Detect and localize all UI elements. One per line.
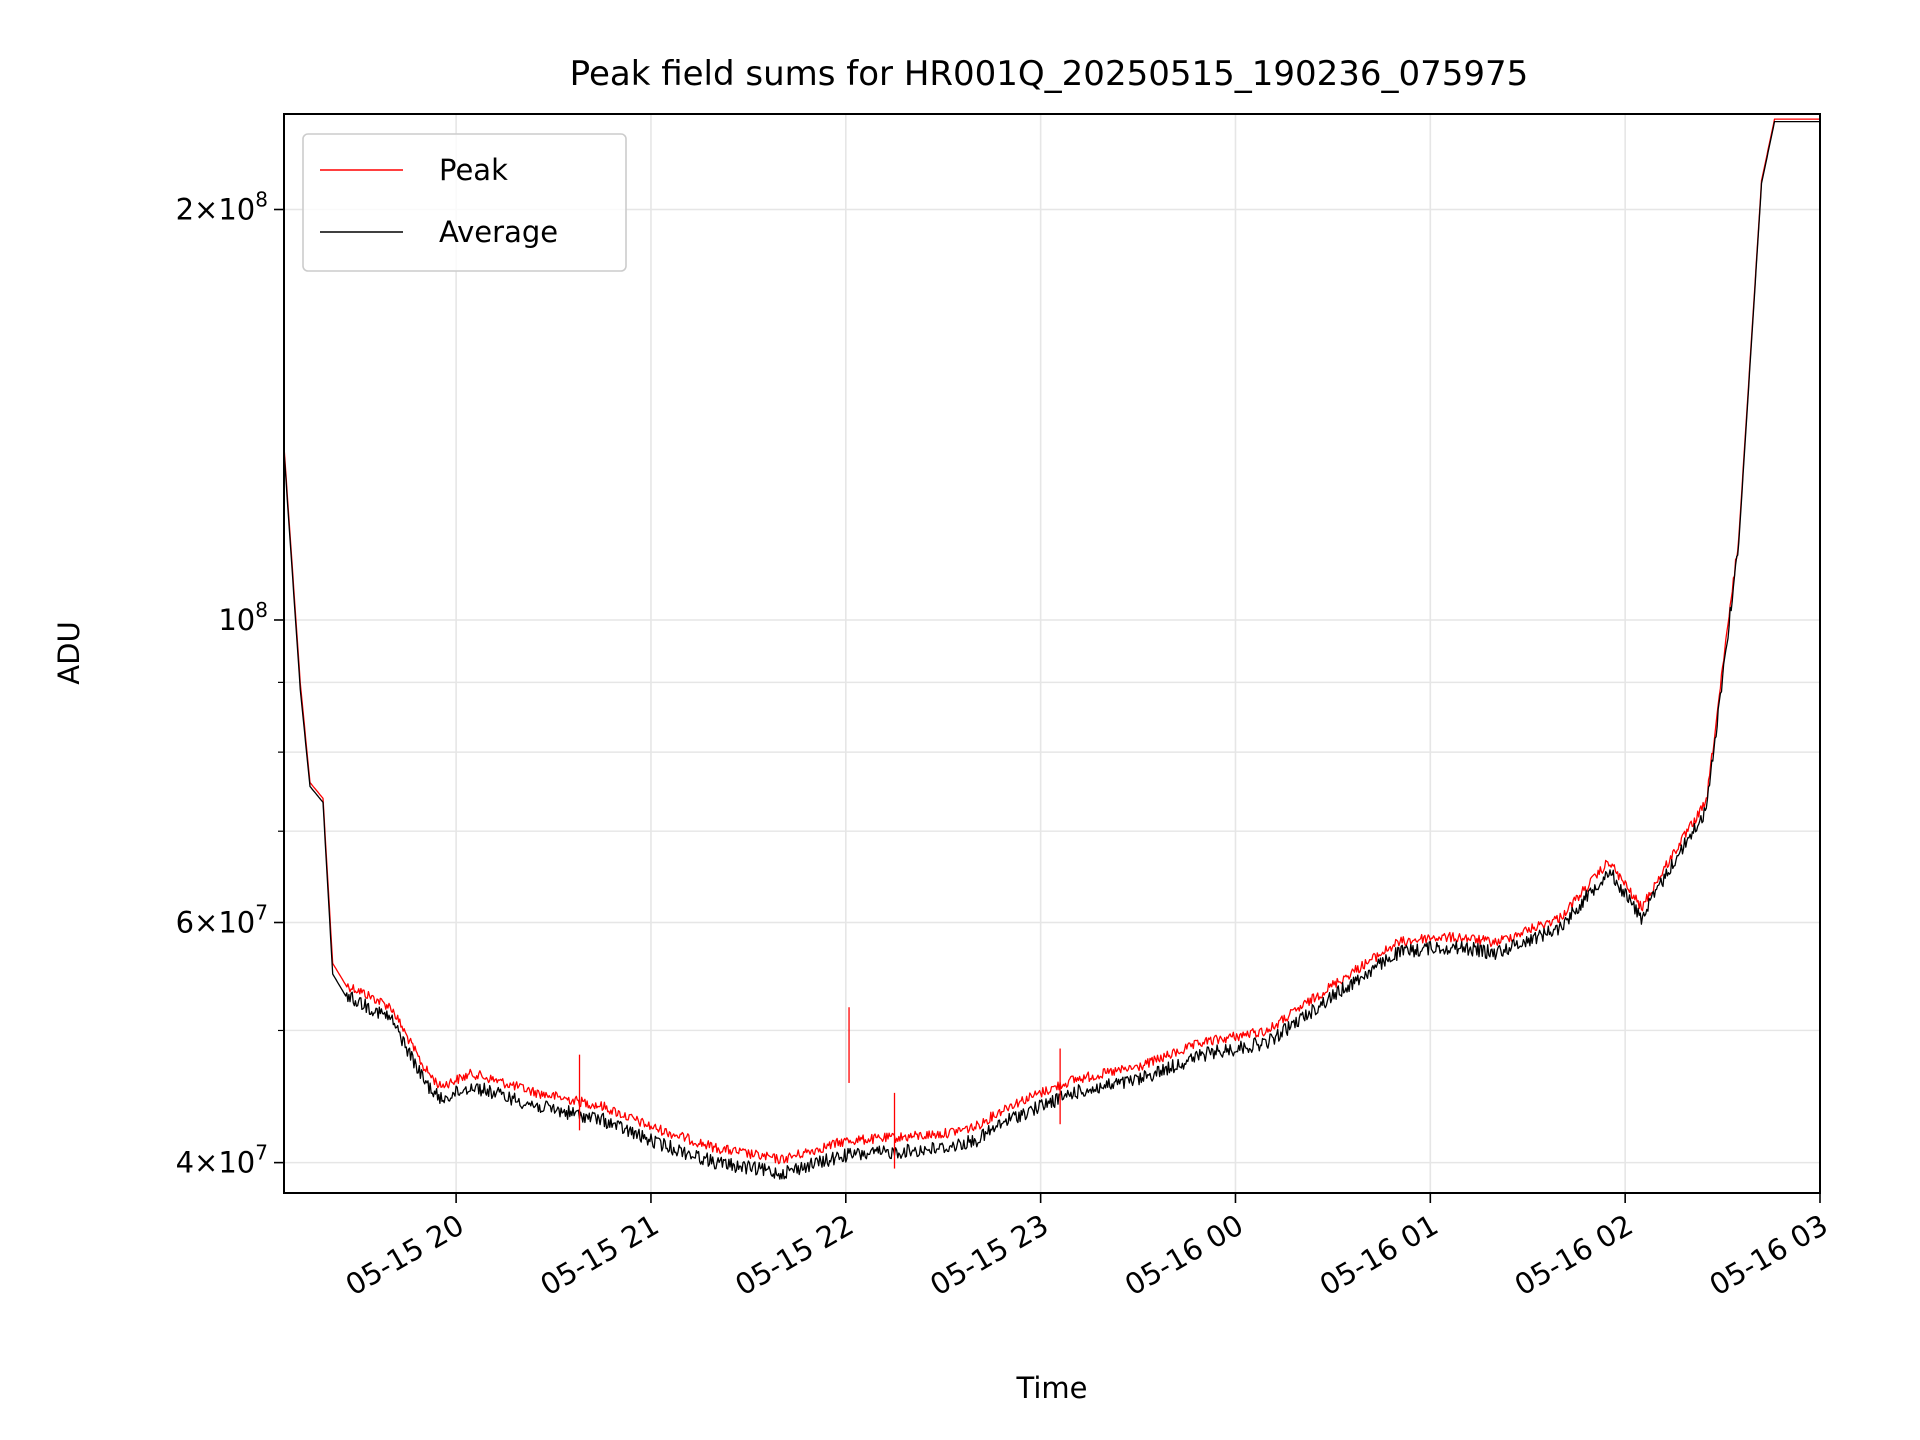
- plot-frame: [283, 113, 1821, 1194]
- y-axis-label: ADU: [52, 621, 86, 684]
- legend: Peak Average: [302, 133, 627, 272]
- y-tick-exponent: 7: [255, 901, 268, 925]
- y-tick-label: 2×108: [176, 188, 268, 227]
- legend-label: Peak: [439, 153, 508, 187]
- y-axis-ticks: 4×107 6×107 108 2×108: [176, 188, 284, 1180]
- chart-title: Peak field sums for HR001Q_20250515_1902…: [570, 54, 1529, 94]
- plot-series: [284, 118, 1820, 1180]
- y-tick-label: 4×107: [176, 1141, 268, 1180]
- y-tick-exponent: 8: [255, 188, 268, 212]
- legend-box: [302, 133, 627, 272]
- y-tick-label: 6×107: [176, 901, 268, 940]
- series-line-peak: [284, 118, 1820, 1165]
- y-tick-exponent: 7: [255, 1141, 268, 1165]
- y-tick-exponent: 8: [255, 598, 268, 622]
- x-axis-label: Time: [1016, 1371, 1088, 1405]
- y-tick-label: 108: [218, 598, 268, 637]
- legend-label: Average: [439, 215, 558, 249]
- series-line-average: [284, 120, 1820, 1180]
